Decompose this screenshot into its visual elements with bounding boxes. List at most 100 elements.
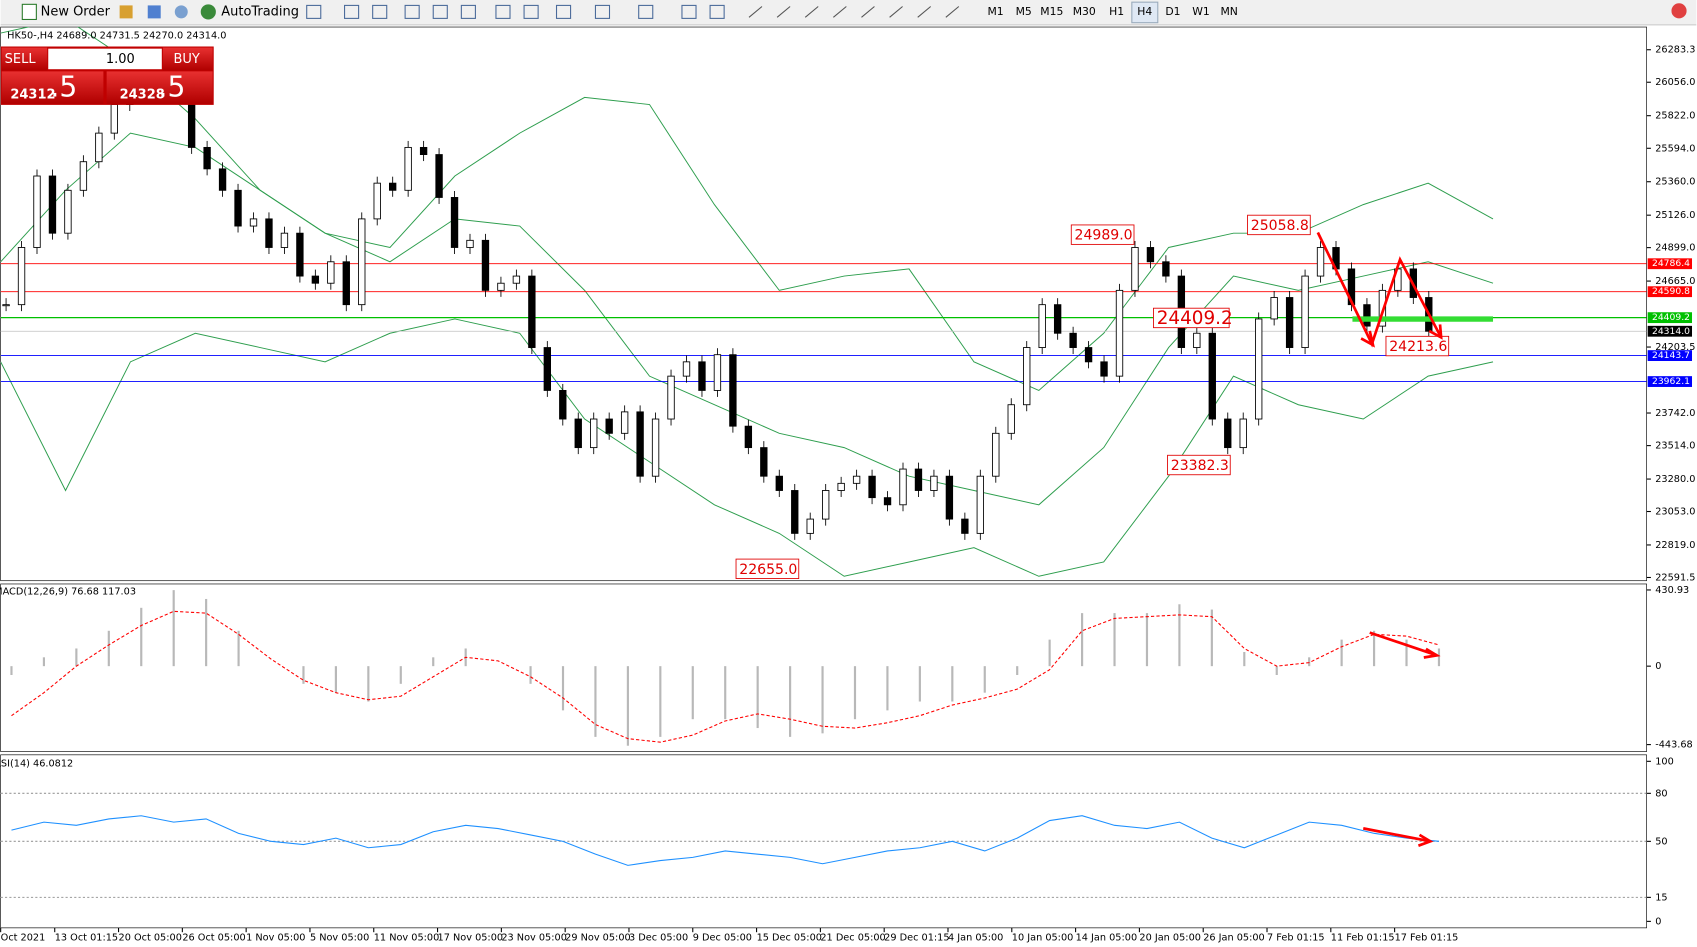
icon[interactable] [119,5,133,19]
autotrading[interactable]: AutoTrading [221,4,299,19]
tool-icon[interactable] [748,6,763,18]
tool-icon[interactable] [404,4,420,19]
price-tick-label: 24899.0 [1655,243,1695,254]
candle [1115,289,1124,377]
macd-bar [918,666,921,702]
notification[interactable] [1671,3,1687,19]
arrows [1316,231,1494,847]
price-tick-label: 26283.3 [1655,45,1695,56]
icon[interactable] [174,5,188,19]
new-order[interactable]: New Order [41,4,111,19]
macd-bar [75,648,78,667]
timeframe[interactable]: M5 [1016,5,1032,18]
sell-button[interactable] [1,47,48,71]
candle [1146,247,1155,263]
candle [327,261,335,284]
tool-icon[interactable] [917,6,932,18]
date-label: 17 Feb 01:15 [1395,933,1459,943]
date-label: 20 Jan 05:00 [1139,933,1201,943]
macd-bar [1210,609,1213,667]
bid-box[interactable] [1,71,104,104]
candle [1224,418,1232,449]
tool-icon[interactable] [344,4,360,19]
candle [218,168,227,191]
candle [2,304,10,307]
candle [945,475,954,520]
macd-label: MACD(12,26,9) 76.68 117.03 [0,587,136,598]
tool-icon[interactable] [555,4,572,19]
tool-icon[interactable] [432,4,448,19]
tool-icon[interactable] [861,6,875,18]
price-tick-label: 22591.5 [1655,572,1695,583]
candle [1363,304,1371,327]
candle [1023,347,1031,406]
level-tag [1647,258,1693,270]
tool-icon[interactable] [495,4,511,19]
price-tick-label: 26056.0 [1655,77,1695,88]
price-tick-label: 25822.0 [1655,111,1695,122]
icon[interactable] [147,5,161,19]
tool-icon[interactable] [372,4,388,19]
candle [775,475,783,491]
timeframe[interactable]: M15 [1040,5,1063,18]
ask-box[interactable] [106,71,213,104]
lot-input[interactable] [48,48,162,70]
tool-icon[interactable] [460,4,476,19]
tool-icon[interactable] [833,6,847,18]
macd-bar [140,607,143,667]
buy-label[interactable]: BUY [174,52,200,67]
candle [1208,332,1216,420]
timeframe[interactable]: M30 [1073,5,1096,18]
tool-icon[interactable] [523,4,539,19]
timeframe[interactable]: MN [1220,5,1237,18]
candle [868,475,876,499]
price-tick-label: 25594.0 [1655,143,1695,154]
tool-icon[interactable] [804,6,819,18]
annotation-box [735,558,800,579]
candle [713,354,722,391]
date-label: 10 Jan 05:00 [1012,933,1074,943]
price-tick-label: 25126.0 [1655,210,1695,221]
macd-bar [1048,639,1051,667]
rsi-tick-label: 0 [1655,916,1661,927]
buy-button[interactable] [162,47,213,71]
candle [528,275,536,348]
timeframe[interactable]: M1 [987,5,1003,18]
macd-tick-label: 0 [1655,661,1661,672]
icon[interactable] [21,3,37,21]
candle [837,482,845,491]
lot-value[interactable]: 1.00 [106,52,135,67]
macd-bar [1437,648,1441,667]
timeframe[interactable]: D1 [1165,5,1180,18]
tool-icon[interactable] [306,4,322,19]
tool-icon[interactable] [889,6,903,18]
date-label: 26 Jan 05:00 [1203,933,1265,943]
candle [1100,361,1108,377]
annotation-box [1385,335,1450,357]
candle [976,475,985,534]
tool-icon[interactable] [776,6,791,18]
timeframe[interactable]: H1 [1109,5,1124,18]
trade-panel: SELL 1.00 BUY 24312 .5 24328 .5 [0,46,214,105]
candle [1301,275,1309,348]
tool-icon[interactable] [638,4,654,19]
candle [64,189,72,234]
candle [620,411,629,434]
candle [590,418,598,449]
level-tag-label: 23962.1 [1652,376,1690,387]
tool-icon[interactable] [709,4,725,19]
timeframe[interactable]: W1 [1192,5,1210,18]
tool-icon[interactable] [594,4,611,19]
sell-label[interactable]: SELL [5,52,37,67]
candle [744,425,753,449]
timeframe[interactable]: H4 [1137,5,1152,18]
macd-bar [626,666,629,746]
tool-icon[interactable] [945,6,960,18]
icon[interactable] [200,4,216,20]
date-label: 21 Dec 05:00 [820,933,885,943]
candle [1084,347,1093,363]
macd-bar [172,590,175,667]
bollinger-upper [0,27,1494,392]
tool-icon[interactable] [681,4,697,19]
candle [265,218,273,248]
